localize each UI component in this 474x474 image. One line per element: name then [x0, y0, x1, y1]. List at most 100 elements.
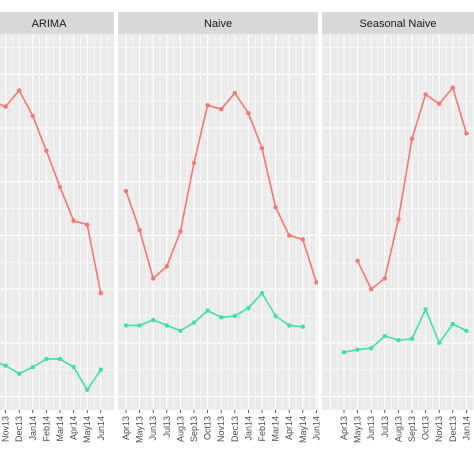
facet-strip — [0, 12, 114, 34]
facet-strip — [118, 12, 318, 34]
x-tick-label: Dec13 — [14, 416, 24, 442]
data-point-0 — [57, 184, 63, 190]
x-tick-label: Apr13 — [339, 416, 349, 440]
panel-plot-area — [322, 34, 474, 410]
data-point-1 — [423, 307, 428, 312]
data-point-0 — [423, 92, 428, 97]
data-point-0 — [98, 290, 104, 296]
data-point-1 — [259, 290, 265, 296]
x-tick-label: Jan14 — [461, 416, 471, 441]
data-point-0 — [369, 286, 374, 292]
data-point-1 — [44, 356, 49, 362]
data-point-1 — [205, 308, 210, 313]
x-tick-label: Oct13 — [421, 416, 431, 440]
x-tick-label: May13 — [353, 416, 363, 443]
x-tick-label: Apr14 — [69, 416, 79, 440]
x-tick-label: May14 — [82, 416, 92, 443]
data-point-0 — [85, 222, 90, 227]
data-point-0 — [30, 113, 35, 119]
x-tick-label: Sep13 — [189, 416, 199, 442]
data-point-1 — [396, 337, 401, 343]
data-point-0 — [287, 233, 292, 238]
x-tick-label: Dec13 — [448, 416, 458, 442]
data-point-0 — [382, 276, 387, 281]
data-point-1 — [437, 340, 442, 346]
data-point-0 — [137, 227, 142, 233]
x-tick-label: Jul13 — [162, 416, 172, 438]
data-point-1 — [300, 324, 305, 329]
x-tick-label: Nov13 — [434, 416, 444, 442]
data-point-0 — [437, 101, 442, 107]
data-point-0 — [151, 276, 156, 281]
x-tick-label: May14 — [298, 416, 308, 443]
data-point-0 — [44, 148, 49, 154]
data-point-0 — [300, 237, 305, 242]
x-tick-label: Mar14 — [55, 416, 65, 442]
data-point-0 — [219, 107, 224, 112]
x-tick-label: Sep13 — [407, 416, 417, 442]
x-tick-label: Apr13 — [121, 416, 131, 440]
data-point-1 — [232, 313, 237, 319]
x-tick-label: Feb14 — [257, 416, 267, 442]
x-tick-label: Mar14 — [271, 416, 281, 442]
data-point-0 — [246, 111, 251, 116]
data-point-1 — [246, 305, 251, 311]
x-tick-label: Feb14 — [41, 416, 51, 442]
data-point-1 — [287, 323, 292, 328]
data-point-0 — [314, 280, 318, 285]
x-tick-label: Jun13 — [148, 416, 158, 441]
x-tick-label: Jun14 — [96, 416, 106, 441]
data-point-1 — [382, 333, 387, 339]
data-point-1 — [355, 347, 360, 352]
x-tick-label: Jan14 — [243, 416, 253, 441]
panel-background — [118, 34, 318, 410]
data-point-0 — [178, 229, 183, 234]
facet-strip — [322, 12, 474, 34]
x-tick-label: Jun13 — [366, 416, 376, 441]
data-point-1 — [369, 346, 374, 351]
x-tick-label: May13 — [135, 416, 145, 443]
data-point-1 — [30, 364, 35, 370]
facet-panel-1: Naive Apr13 May13 Jun13 Jul13 Aug13 Sep13 Oct13… — [118, 12, 321, 443]
x-tick-label: Jul13 — [380, 416, 390, 438]
data-point-1 — [151, 317, 156, 323]
data-point-1 — [450, 321, 455, 327]
x-tick-label: Apr14 — [284, 416, 294, 440]
x-tick-label: Nov13 — [1, 416, 11, 442]
data-point-0 — [3, 104, 8, 109]
x-tick-label: Aug13 — [175, 416, 185, 442]
data-point-1 — [17, 371, 22, 376]
series-line-1 — [343, 307, 467, 354]
data-point-1 — [98, 367, 104, 372]
data-point-0 — [464, 131, 469, 136]
x-tick-label: Jan14 — [28, 416, 38, 441]
series-line-1 — [126, 291, 303, 332]
data-point-0 — [450, 85, 455, 90]
data-point-1 — [123, 323, 129, 328]
x-tick-label: Oct13 — [203, 416, 213, 440]
x-tick-label: Nov13 — [216, 416, 226, 442]
facet-strip-title: ARIMA — [32, 18, 68, 30]
data-point-1 — [164, 323, 169, 328]
data-point-1 — [409, 336, 415, 342]
data-point-0 — [355, 258, 360, 264]
data-point-0 — [232, 90, 237, 96]
panel-plot-area — [0, 34, 114, 410]
data-point-1 — [57, 356, 63, 362]
data-point-1 — [3, 363, 8, 368]
data-point-0 — [409, 136, 415, 141]
data-point-1 — [85, 387, 90, 393]
x-tick-label: Jun14 — [311, 416, 321, 441]
data-point-1 — [137, 323, 142, 328]
data-point-0 — [396, 217, 401, 222]
x-tick-label: Dec13 — [230, 416, 240, 442]
data-point-1 — [273, 313, 278, 319]
panel-plot-area — [118, 34, 318, 410]
data-point-0 — [123, 188, 129, 194]
data-point-1 — [341, 350, 347, 355]
data-point-1 — [71, 364, 76, 370]
facet-panel-2: Seasonal Naive Apr13 May13 Jun13 Jul13 Aug13 S… — [322, 12, 474, 443]
data-point-0 — [273, 205, 278, 210]
data-point-0 — [17, 88, 22, 93]
